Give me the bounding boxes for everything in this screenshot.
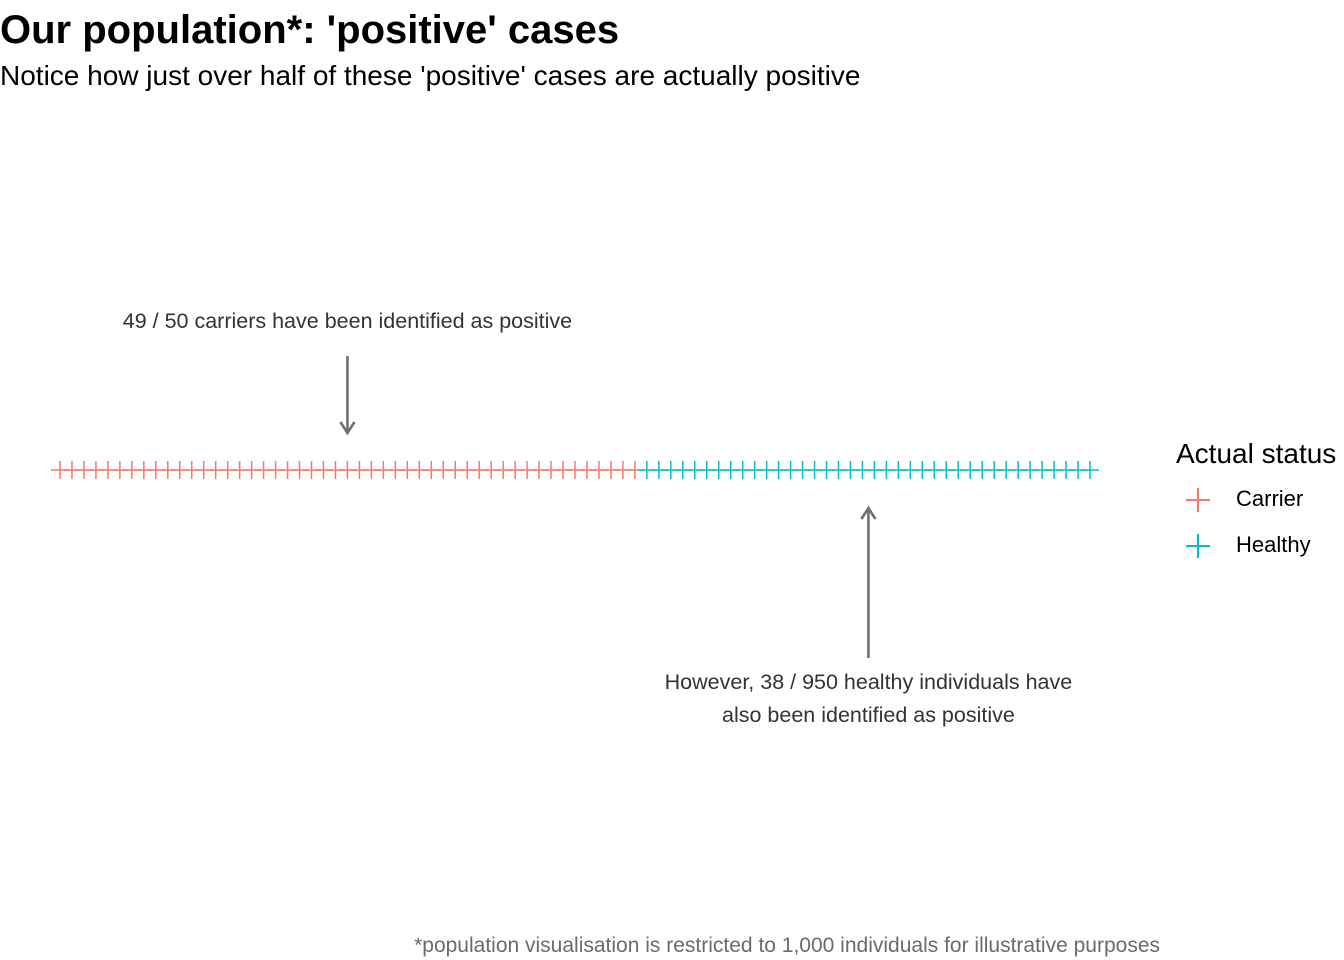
plus-icon xyxy=(1186,488,1210,512)
plus-icon xyxy=(1186,534,1210,558)
chart-subtitle: Notice how just over half of these 'posi… xyxy=(0,60,861,91)
footnote-caption: *population visualisation is restricted … xyxy=(414,934,1160,957)
chart-title: Our population*: 'positive' cases xyxy=(0,8,620,52)
legend-item-carrier: Carrier xyxy=(1176,478,1336,524)
legend-item-healthy: Healthy xyxy=(1176,524,1336,570)
legend-title: Actual status xyxy=(1176,438,1337,469)
legend-label-healthy: Healthy xyxy=(1236,532,1311,557)
annotations: 49 / 50 carriers have been identified as… xyxy=(123,309,1072,727)
data-points xyxy=(51,461,1099,479)
arrow-up-icon xyxy=(860,505,877,658)
annotation-healthy-text-line-2: also been identified as positive xyxy=(722,703,1015,727)
annotation-carriers-text: 49 / 50 carriers have been identified as… xyxy=(123,309,572,333)
legend: Actual status Carrier Healthy xyxy=(1176,438,1336,570)
legend-label-carrier: Carrier xyxy=(1236,486,1304,511)
point-healthy xyxy=(1081,461,1099,479)
annotation-healthy-text-line-1: However, 38 / 950 healthy individuals ha… xyxy=(665,670,1073,694)
arrow-down-icon xyxy=(339,356,356,436)
